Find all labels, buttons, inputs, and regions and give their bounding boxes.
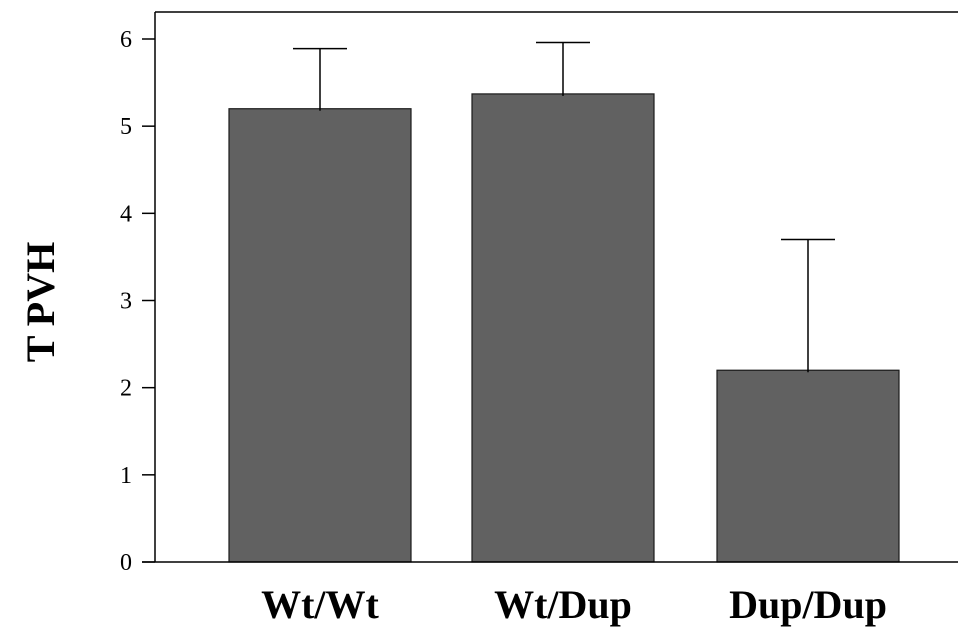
bar-2 [716, 369, 900, 563]
y-tick-label-4: 4 [120, 201, 132, 227]
y-tick-label-1: 1 [120, 463, 132, 489]
y-tick-label-6: 6 [120, 27, 132, 53]
y-tick-label-2: 2 [120, 376, 132, 402]
bar-0 [228, 108, 412, 563]
labels-layer: 0 1 2 3 4 5 6 Wt/Wt Wt/Dup Dup/Dup [120, 27, 887, 627]
category-label-2: Dup/Dup [729, 582, 887, 627]
y-axis-title: T PVH [18, 242, 63, 362]
bar-1 [471, 93, 655, 563]
bars-layer [228, 93, 900, 563]
error-bars-layer [293, 41, 835, 373]
y-tick-label-5: 5 [120, 114, 132, 140]
y-tick-label-3: 3 [120, 289, 132, 315]
category-label-0: Wt/Wt [261, 582, 379, 627]
axes-layer [142, 11, 958, 563]
category-label-1: Wt/Dup [494, 582, 632, 627]
y-tick-label-0: 0 [120, 550, 132, 576]
